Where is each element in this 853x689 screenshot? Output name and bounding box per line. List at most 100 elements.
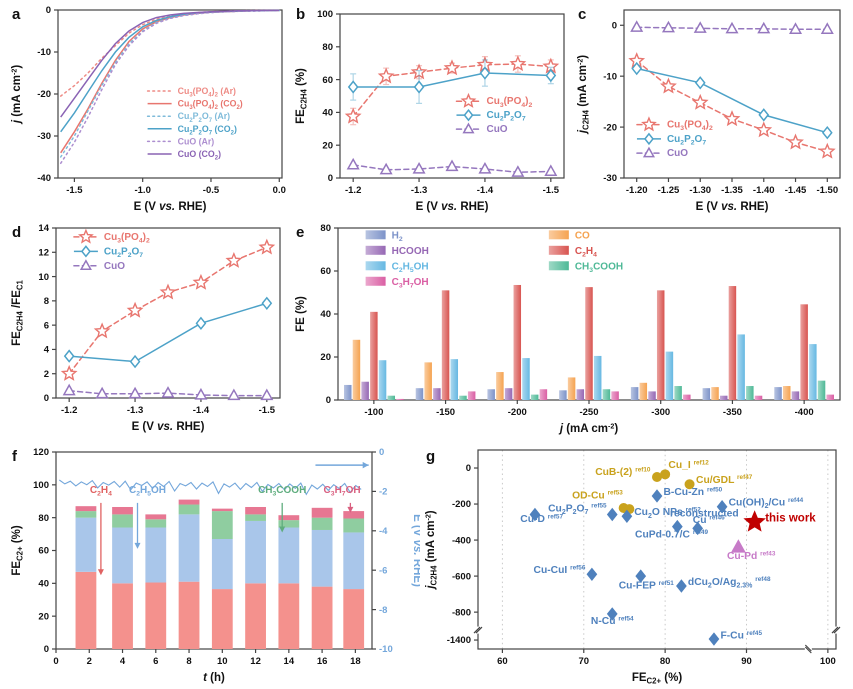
tick-label: -2 — [379, 487, 387, 498]
tick-label: -8 — [379, 605, 387, 616]
data-point — [159, 283, 177, 300]
tick-label: 8 — [186, 656, 191, 667]
bar — [809, 344, 817, 400]
bar — [467, 391, 476, 400]
chart-b: -1.2 -1.3 -1.4 -1.5 0 20 40 60 80 100 E (V vs. RHE… — [295, 6, 565, 213]
stack-segment — [311, 529, 333, 587]
annotation-label: CH3COOH — [258, 485, 306, 498]
point-label: Cu-D ref57 — [520, 513, 563, 525]
annotation-label: C2H5OH — [129, 485, 166, 498]
tick-label: -40 — [37, 173, 51, 184]
tick-label: 0 — [53, 656, 58, 667]
bar — [522, 358, 530, 400]
series-line — [60, 9, 280, 154]
tick-label: -1400 — [447, 635, 471, 646]
tick-label: 12 — [38, 247, 49, 258]
panel-letter-g: g — [426, 448, 435, 465]
tick-label: -1.4 — [477, 185, 494, 196]
data-point — [631, 61, 643, 76]
tick-label: -1.2 — [345, 185, 361, 196]
panel-letter-c: c — [578, 6, 586, 23]
chart-e: -100 -150 -200 -250 -300 -350 -400 0 20 40 60 80 j (… — [295, 223, 841, 435]
legend-label: Cu2P2O7 (CO2) — [178, 124, 237, 137]
tick-label: -400 — [795, 407, 814, 418]
bar — [719, 395, 728, 400]
data-point — [128, 386, 142, 399]
data-point — [78, 228, 94, 244]
x-axis-label-e: j (mA cm-2) — [558, 422, 619, 435]
data-point — [671, 519, 683, 534]
data-point — [192, 273, 210, 290]
tick-label: 12 — [250, 656, 261, 667]
bar — [782, 386, 791, 400]
bar — [602, 389, 611, 400]
tick-label: 40 — [322, 108, 333, 119]
data-point — [258, 238, 276, 255]
tick-label: 0 — [44, 644, 49, 655]
bar — [396, 398, 404, 400]
tick-label: -1.40 — [753, 185, 775, 196]
tick-label: -600 — [452, 571, 471, 582]
tick-label: 14 — [284, 656, 295, 667]
bar — [674, 386, 682, 400]
tick-label: 20 — [322, 140, 333, 151]
stack-segment — [311, 507, 333, 518]
data-point — [621, 509, 633, 523]
bar — [567, 377, 576, 400]
x-axis-label-d: E (V vs. RHE) — [132, 421, 205, 433]
data-point — [642, 146, 655, 158]
panel-a: -1.5 -1.0 -0.5 0.0 0 -10 -20 -30 -40 E (V vs. RHE… — [6, 2, 290, 218]
stack-segment — [211, 539, 233, 590]
data-point — [818, 142, 836, 159]
data-point — [225, 251, 243, 268]
data-point — [725, 21, 739, 34]
stack-segment — [343, 532, 365, 590]
tick-label: 8 — [44, 296, 49, 307]
bar — [415, 388, 424, 400]
data-point — [723, 110, 741, 127]
legend-label: Cu3(PO4)2 — [667, 120, 713, 133]
tick-label: 6 — [153, 656, 158, 667]
data-point — [463, 108, 474, 122]
tick-label: -400 — [452, 535, 471, 546]
data-point — [63, 349, 75, 363]
stack-segment — [343, 589, 365, 649]
panel-letter-a: a — [12, 6, 21, 23]
data-point — [194, 387, 208, 400]
legend-label: CH3COOH — [575, 261, 623, 274]
tick-label: -1.5 — [259, 405, 276, 416]
stack-segment — [145, 514, 167, 520]
tick-label: -100 — [364, 407, 383, 418]
tick-label: -200 — [508, 407, 527, 418]
point-label: Cu/GDL ref47 — [696, 474, 753, 486]
stack-segment — [211, 508, 233, 512]
data-point — [62, 383, 76, 396]
tick-label: -1.2 — [61, 405, 77, 416]
data-point — [529, 507, 541, 522]
tick-label: 80 — [38, 513, 49, 524]
point-label: dCu2O/Ag2.3% ref48 — [688, 576, 771, 589]
point-label: CuB-(2) ref10 — [595, 467, 651, 479]
tick-label: 0 — [326, 395, 331, 406]
data-point — [643, 132, 654, 146]
legend-swatch — [365, 230, 386, 240]
data-point — [789, 22, 803, 34]
panel-letter-f: f — [12, 448, 18, 465]
stack-segment — [311, 586, 333, 649]
tick-label: -6 — [379, 565, 387, 576]
data-point — [410, 63, 428, 80]
stack-segment — [278, 515, 300, 521]
tick-label: -4 — [379, 526, 388, 537]
tick-label: 80 — [660, 656, 671, 667]
legend-label: Cu3(PO4)2 (CO2) — [178, 99, 243, 112]
y-axis-label-b: FEC2H4 (%) — [295, 68, 309, 124]
data-point — [691, 93, 709, 110]
x-axis-label-c: E (V vs. RHE) — [696, 201, 769, 213]
data-point — [195, 316, 207, 331]
chart-a: -1.5 -1.0 -0.5 0.0 0 -10 -20 -30 -40 E (V vs. RHE… — [10, 5, 285, 213]
data-point — [716, 500, 728, 514]
point-label: this work — [765, 512, 816, 524]
panel-e: -100 -150 -200 -250 -300 -350 -400 0 20 40 60 80 j (… — [290, 220, 850, 442]
bar — [496, 372, 504, 400]
tick-label: 0 — [379, 447, 384, 458]
